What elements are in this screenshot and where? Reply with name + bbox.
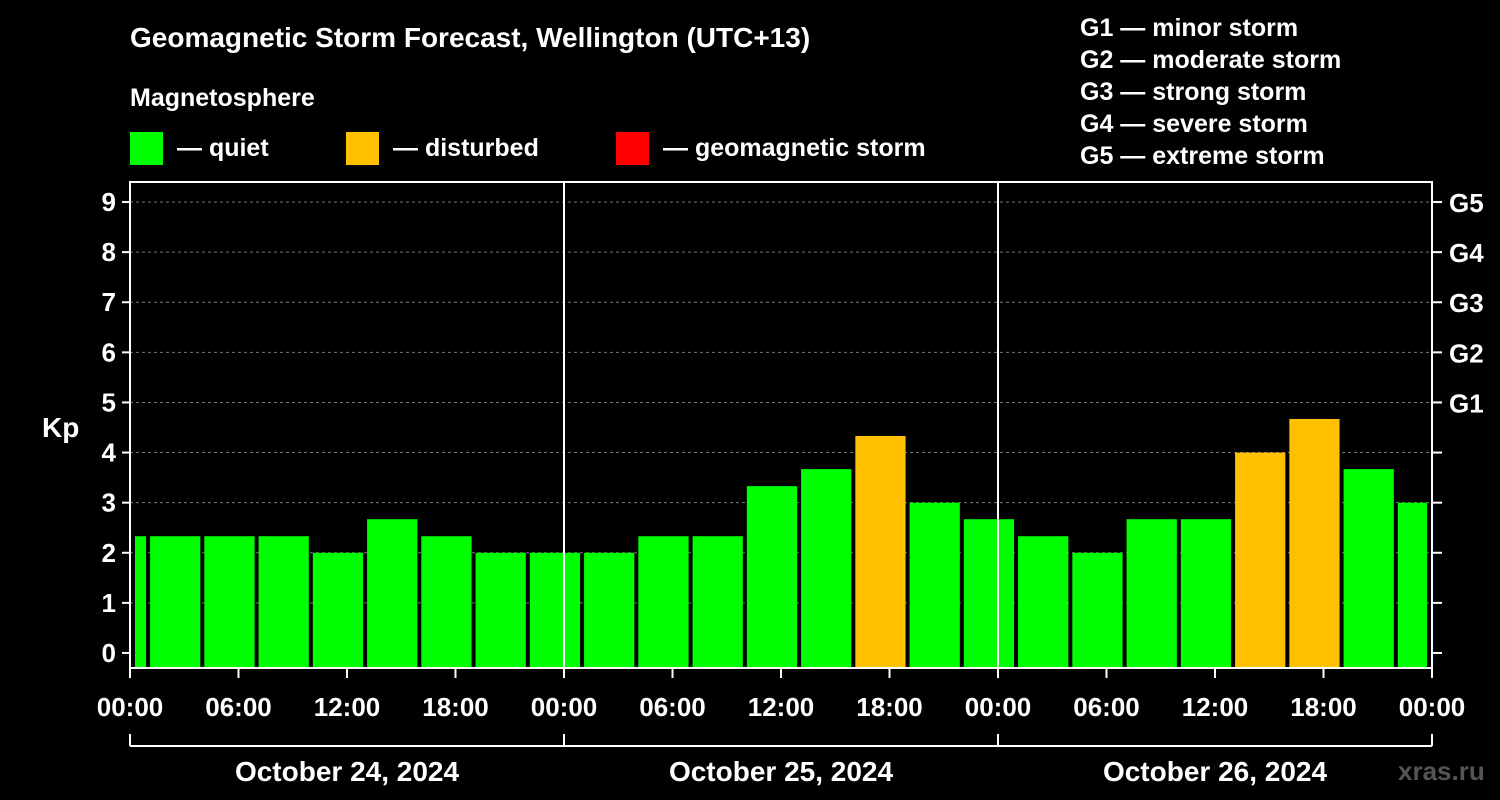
storm-level-label-G1: G1 — [1449, 388, 1484, 418]
day-label-0: October 24, 2024 — [235, 756, 460, 787]
legend-disturbed: — disturbed — [346, 132, 539, 165]
watermark: xras.ru — [1398, 756, 1485, 786]
kp-bar-10 — [638, 536, 689, 668]
y-tick-label-7: 7 — [102, 287, 116, 317]
legend-quiet-label: — quiet — [177, 134, 269, 162]
kp-bar-21 — [1235, 452, 1286, 668]
kp-bar-16 — [963, 519, 1015, 668]
y-tick-label-9: 9 — [102, 187, 116, 217]
storm-level-label-G2: G2 — [1449, 338, 1484, 368]
kp-bar-2 — [204, 536, 255, 668]
kp-bar-18 — [1072, 552, 1123, 668]
x-tick-label-6: 12:00 — [748, 692, 815, 722]
x-tick-label-2: 12:00 — [314, 692, 381, 722]
kp-bar-4 — [312, 552, 364, 668]
kp-bar-15 — [909, 502, 960, 668]
chart-subtitle: Magnetosphere — [130, 84, 315, 112]
storm-level-label-G5: G5 — [1449, 188, 1484, 218]
kp-bar-22 — [1289, 418, 1340, 668]
kp-bar-1 — [150, 536, 201, 668]
day-label-2: October 26, 2024 — [1103, 756, 1328, 787]
y-axis-label: Kp — [42, 412, 79, 443]
x-tick-label-10: 12:00 — [1182, 692, 1249, 722]
storm-level-label-G3: G3 — [1449, 288, 1484, 318]
kp-bar-3 — [258, 536, 309, 668]
x-tick-label-8: 00:00 — [965, 692, 1032, 722]
legend-storm: — geomagnetic storm — [616, 132, 926, 165]
legend-storm-swatch — [616, 132, 649, 165]
x-tick-label-4: 00:00 — [531, 692, 598, 722]
kp-bar-17 — [1018, 536, 1069, 668]
kp-bar-19 — [1126, 519, 1177, 668]
kp-bar-7 — [475, 552, 526, 668]
day-label-1: October 25, 2024 — [669, 756, 894, 787]
kp-bar-12 — [746, 486, 798, 668]
x-tick-label-12: 00:00 — [1399, 692, 1466, 722]
y-tick-label-1: 1 — [102, 588, 116, 618]
g-legend-g5: G5 — extreme storm — [1080, 142, 1325, 170]
g-legend-g1: G1 — minor storm — [1080, 14, 1299, 42]
legend-quiet: — quiet — [130, 132, 269, 165]
y-tick-label-5: 5 — [102, 387, 116, 417]
kp-bar-11 — [692, 536, 743, 668]
kp-bar-5 — [367, 519, 418, 668]
y-tick-label-8: 8 — [102, 237, 116, 267]
y-tick-label-3: 3 — [102, 488, 116, 518]
g-legend-g2: G2 — moderate storm — [1080, 46, 1342, 74]
kp-bar-24 — [1397, 502, 1427, 668]
legend-disturbed-swatch — [346, 132, 379, 165]
kp-bar-23 — [1343, 469, 1394, 668]
kp-bar-8 — [529, 552, 581, 668]
x-tick-label-5: 06:00 — [639, 692, 706, 722]
kp-bar-13 — [801, 469, 852, 668]
g-legend-g3: G3 — strong storm — [1080, 78, 1307, 106]
x-tick-label-0: 00:00 — [97, 692, 164, 722]
y-tick-label-0: 0 — [102, 638, 116, 668]
legend-disturbed-label: — disturbed — [393, 134, 539, 162]
x-tick-label-3: 18:00 — [422, 692, 489, 722]
legend-storm-label: — geomagnetic storm — [663, 134, 926, 162]
chart-title: Geomagnetic Storm Forecast, Wellington (… — [130, 22, 811, 53]
y-tick-label-4: 4 — [102, 438, 117, 468]
kp-bar-20 — [1180, 519, 1232, 668]
x-tick-label-11: 18:00 — [1290, 692, 1357, 722]
kp-bar-6 — [421, 536, 472, 668]
kp-bar-14 — [855, 436, 906, 668]
y-tick-label-6: 6 — [102, 337, 116, 367]
x-tick-label-7: 18:00 — [856, 692, 923, 722]
y-tick-label-2: 2 — [102, 538, 116, 568]
g-scale-legend: G1 — minor storm G2 — moderate storm G3 … — [1080, 12, 1341, 172]
legend-quiet-swatch — [130, 132, 163, 165]
x-tick-label-1: 06:00 — [205, 692, 272, 722]
x-tick-label-9: 06:00 — [1073, 692, 1140, 722]
kp-bar-0 — [135, 536, 147, 668]
storm-level-label-G4: G4 — [1449, 238, 1484, 268]
kp-bar-9 — [584, 552, 635, 668]
g-legend-g4: G4 — severe storm — [1080, 110, 1308, 138]
